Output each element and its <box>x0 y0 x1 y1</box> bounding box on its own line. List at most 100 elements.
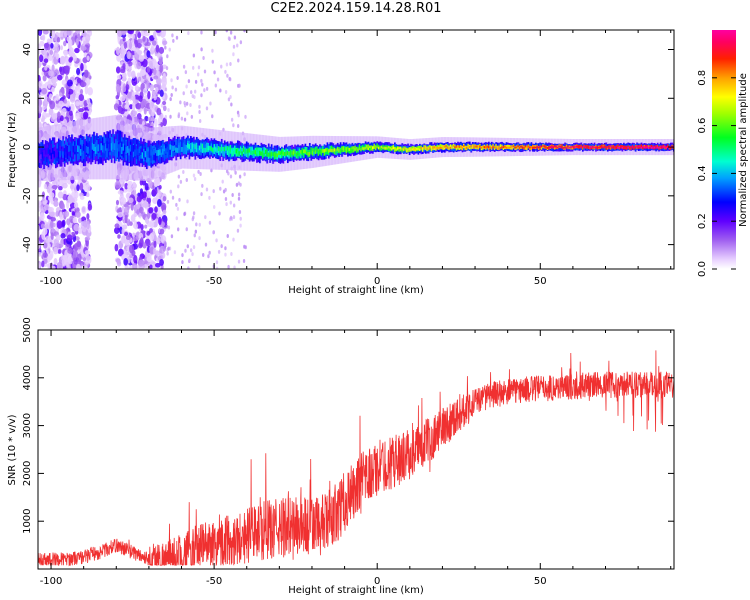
spectrogram-cell <box>191 94 194 99</box>
spectrogram-cell <box>432 146 435 149</box>
spectrogram-cell <box>467 143 470 149</box>
spectrogram-cell <box>345 147 348 154</box>
spectrogram-cell <box>369 145 372 149</box>
spectrogram-cell <box>152 197 158 204</box>
spectrogram-cell <box>297 151 300 156</box>
spectrogram-cell <box>151 188 158 196</box>
spectrogram-cell <box>225 146 228 151</box>
spectrogram-cell <box>136 113 142 120</box>
spectrogram-cell <box>229 215 233 220</box>
spectrogram-cell <box>260 151 263 156</box>
spectrogram-cell <box>46 148 49 155</box>
spectrogram-cell <box>115 66 121 74</box>
spectrogram-cell <box>179 145 182 151</box>
spectrogram-cell <box>59 150 62 158</box>
spectrogram-cell <box>471 144 474 149</box>
spectrogram-cell <box>457 145 460 150</box>
spectrogram-cell <box>672 145 674 148</box>
spectrogram-cell <box>645 146 648 149</box>
spectrogram-cell <box>45 235 51 244</box>
spectrogram-cell <box>587 145 590 148</box>
spectrogram-cell <box>63 40 67 47</box>
spectrogram-cell <box>38 80 43 88</box>
spectrogram-cell <box>162 40 168 46</box>
spectrogram-cell <box>100 143 103 151</box>
spectrogram-cell <box>177 112 181 117</box>
spectrogram-cell <box>656 146 659 149</box>
spectrogram-cell <box>132 262 138 269</box>
spectrogram-cell <box>99 144 102 152</box>
spectrogram-cell <box>227 264 230 269</box>
spectrogram-cell <box>633 146 636 149</box>
spectrogram-cell <box>640 144 643 149</box>
spectrogram-cell <box>115 95 119 100</box>
spectrogram-cell <box>52 147 55 155</box>
spectrogram-cell <box>58 186 63 191</box>
spectrogram-cell <box>186 199 189 204</box>
spectrogram-cell <box>226 146 229 151</box>
spectrogram-cell <box>79 149 83 156</box>
spectrogram-cell <box>179 179 183 184</box>
spectrogram-cell <box>134 85 139 91</box>
spectrogram-cell <box>451 146 454 149</box>
spectrogram-cell <box>282 151 285 156</box>
spectrogram-y-tick-label: 20 <box>22 92 33 105</box>
snr-y-tick-label: 4000 <box>22 365 33 390</box>
spectrogram-cell <box>373 143 376 149</box>
spectrogram-cell <box>243 30 246 33</box>
spectrogram-cell <box>38 150 41 164</box>
spectrogram-cell <box>213 149 216 155</box>
spectrogram-cell <box>57 111 61 120</box>
spectrogram-cell <box>325 148 328 152</box>
spectrogram-cell <box>38 204 41 212</box>
spectrogram-cell <box>175 202 178 207</box>
spectrogram-cell <box>170 146 174 157</box>
spectrogram-cell <box>66 234 73 242</box>
spectrogram-cell <box>592 145 595 148</box>
spectrogram-cell <box>189 248 193 253</box>
spectrogram-cell <box>238 209 242 214</box>
spectrogram-cell <box>263 152 266 157</box>
spectrogram-cell <box>197 169 200 174</box>
spectrogram-cell <box>63 98 68 104</box>
spectrogram-cell <box>556 146 560 149</box>
spectrogram-cell <box>549 146 552 149</box>
spectrogram-cell <box>53 151 56 158</box>
spectrogram-cell <box>191 217 194 222</box>
spectrogram-cell <box>617 144 620 149</box>
spectrogram-cell <box>292 150 295 155</box>
spectrogram-cell <box>82 111 89 120</box>
spectrogram-cell <box>430 145 433 149</box>
spectrogram-cell <box>452 144 455 148</box>
spectrogram-cell <box>150 149 153 156</box>
spectrogram-cell <box>589 146 592 149</box>
spectrogram-cell <box>203 147 206 153</box>
spectrogram-cell <box>209 145 212 151</box>
spectrogram-cell <box>229 147 232 152</box>
spectrogram-cell <box>162 195 167 202</box>
spectrogram-cell <box>328 149 331 153</box>
spectrogram-cell <box>201 183 204 188</box>
spectrogram-cell <box>154 118 158 128</box>
spectrogram-cell <box>106 141 109 149</box>
spectrogram-cell <box>39 40 45 47</box>
spectrogram-cell <box>202 55 205 60</box>
spectrogram-cell <box>151 40 157 46</box>
spectrogram-cell <box>442 145 445 150</box>
spectrogram-cell <box>163 145 166 152</box>
spectrogram-cell <box>239 148 243 154</box>
spectrogram-cell <box>86 255 91 261</box>
spectrogram-cell <box>160 202 167 211</box>
spectrogram-cell <box>602 146 605 149</box>
spectrogram-cell <box>322 149 325 153</box>
spectrogram-cell <box>237 196 241 201</box>
spectrogram-cell <box>220 244 223 249</box>
spectrogram-cell <box>186 111 189 116</box>
spectrogram-cell <box>347 146 350 150</box>
spectrogram-cell <box>126 145 130 153</box>
spectrogram-cell <box>170 78 173 83</box>
spectrogram-cell <box>419 148 422 151</box>
spectrogram-cell <box>48 183 52 189</box>
snr-line <box>38 350 674 567</box>
spectrogram-cell <box>230 117 234 122</box>
